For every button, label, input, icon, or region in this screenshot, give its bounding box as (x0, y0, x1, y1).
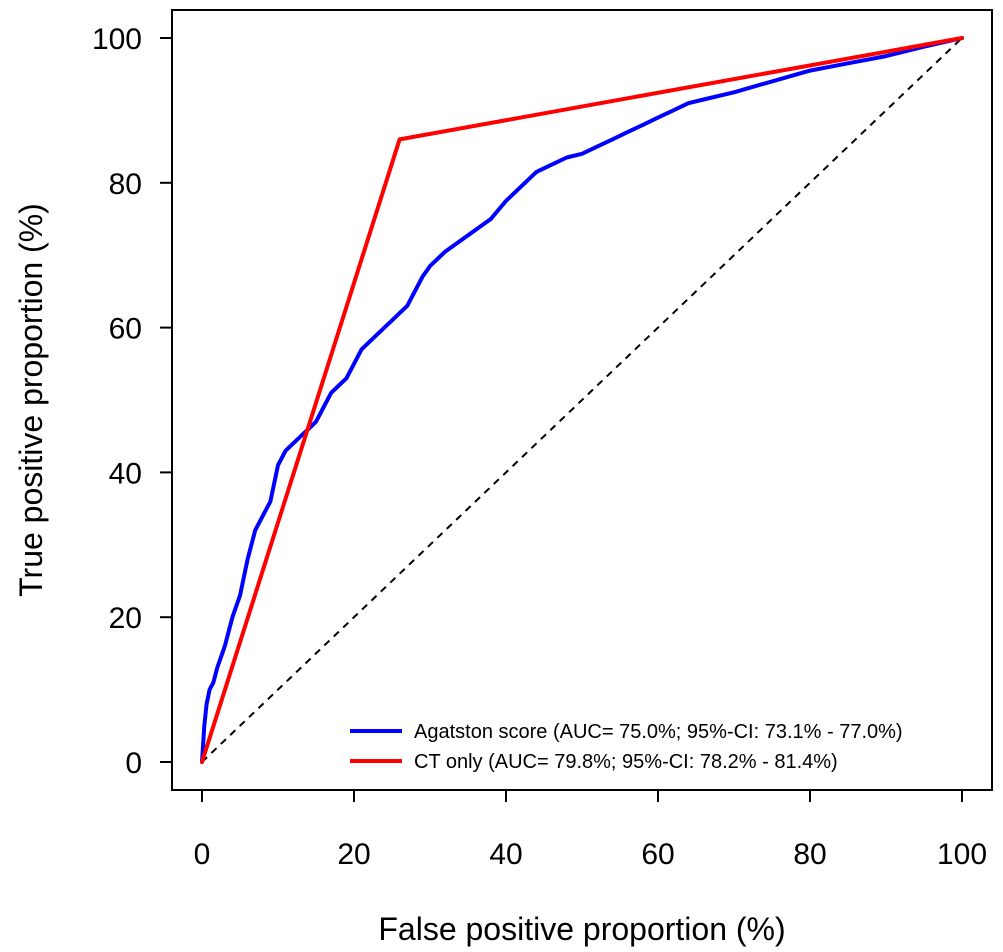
legend-label-ct-only: CT only (AUC= 79.8%; 95%-CI: 78.2% - 81.… (414, 751, 838, 773)
y-tick-label: 60 (109, 313, 142, 346)
x-axis-title: False positive proportion (%) (378, 911, 785, 947)
x-tick-label: 40 (489, 838, 522, 871)
x-tick-label: 80 (793, 838, 826, 871)
y-tick-label: 100 (92, 23, 142, 56)
x-tick-label: 60 (641, 838, 674, 871)
legend: Agatston score (AUC= 75.0%; 95%-CI: 73.1… (350, 721, 903, 773)
y-ticks: 0 20 40 60 80 100 (92, 23, 172, 780)
agatston-score-curve (200, 36, 964, 764)
y-axis-title: True positive proportion (%) (13, 203, 49, 597)
y-tick-label: 80 (109, 168, 142, 201)
y-tick-label: 40 (109, 457, 142, 490)
ct-only-curve (200, 36, 964, 764)
legend-label-agatston: Agatston score (AUC= 75.0%; 95%-CI: 73.1… (414, 721, 903, 743)
x-tick-label: 0 (194, 838, 211, 871)
x-tick-label: 20 (337, 838, 370, 871)
x-tick-label: 100 (937, 838, 987, 871)
x-ticks: 0 20 40 60 80 100 (194, 790, 987, 871)
y-tick-label: 0 (125, 747, 142, 780)
series-layer (200, 36, 964, 764)
diagonal-reference-line (201, 37, 963, 763)
y-tick-label: 20 (109, 602, 142, 635)
